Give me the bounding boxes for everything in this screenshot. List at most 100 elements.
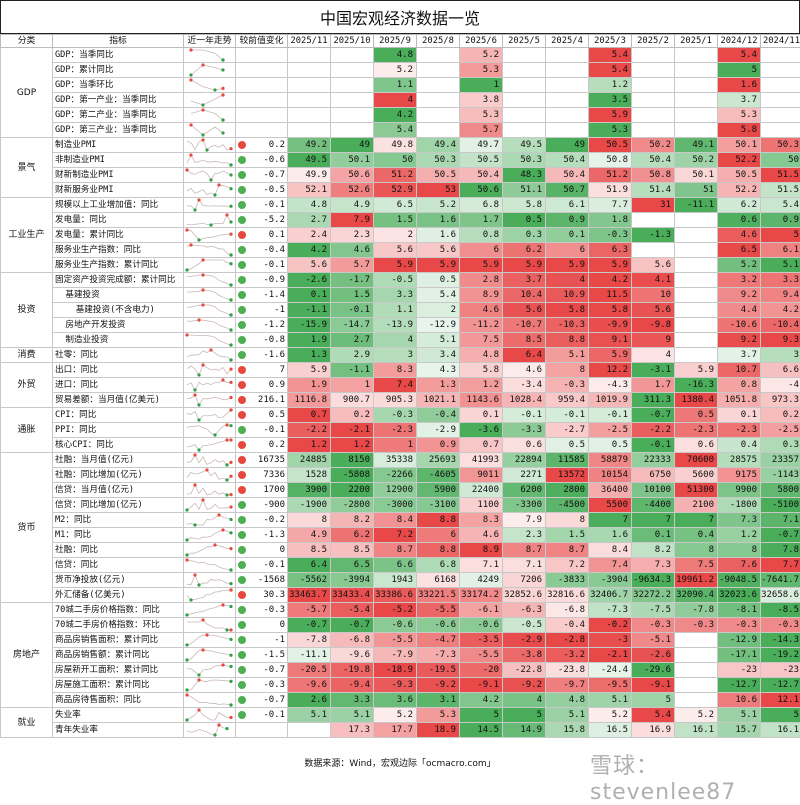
value-cell: 0.8 [460, 228, 503, 243]
value-cell: 5.8 [546, 303, 589, 318]
table-row: 房屋施工面积：累计同比-0.3-9.6-9.4-9.3-9.2-9.1-9.2-… [1, 678, 800, 693]
value-cell: -1900 [288, 498, 331, 513]
value-cell: 5 [761, 228, 800, 243]
value-cell: 5900 [417, 483, 460, 498]
down-dot-icon [238, 156, 246, 164]
value-cell: 311.3 [632, 393, 675, 408]
sparkline-line [187, 575, 231, 585]
value-cell: 5.4 [761, 198, 800, 213]
indicator-label: GDP：第二产业：当季同比 [53, 108, 184, 123]
value-cell: 1.6 [589, 528, 632, 543]
value-cell: 49.5 [288, 153, 331, 168]
value-cell: -16.3 [675, 378, 718, 393]
value-cell: 4.9 [331, 198, 374, 213]
value-cell: 0.6 [503, 438, 546, 453]
value-cell: -19.8 [331, 663, 374, 678]
down-dot-icon [238, 531, 246, 539]
down-dot-icon [238, 336, 246, 344]
indicator-label: GDP：累计同比 [53, 63, 184, 78]
sparkline-point [221, 58, 224, 61]
value-cell: 0.4 [718, 438, 761, 453]
up-dot-icon [238, 231, 246, 239]
down-dot-icon [238, 186, 246, 194]
value-cell [632, 63, 675, 78]
value-cell: 7.1 [503, 558, 546, 573]
indicator-label: 70城二手房价格指数：同比 [53, 603, 184, 618]
value-cell: 50.8 [632, 168, 675, 183]
value-cell: 52.6 [331, 183, 374, 198]
sparkline-point [229, 328, 232, 331]
value-cell: -4500 [546, 498, 589, 513]
value-cell: 18.9 [417, 723, 460, 738]
value-cell: 1.1 [374, 303, 417, 318]
trend-cell [184, 423, 236, 438]
value-cell [417, 123, 460, 138]
sparkline-point [201, 303, 204, 306]
value-cell: 1028.4 [503, 393, 546, 408]
indicator-label: 房屋新开工面积：累计同比 [53, 663, 184, 678]
sparkline-point [193, 573, 196, 576]
down-dot-icon [238, 696, 246, 704]
value-cell: 4.6 [460, 303, 503, 318]
value-cell: 2.6 [288, 693, 331, 708]
value-cell: 4.2 [288, 243, 331, 258]
value-cell: -4.7 [417, 633, 460, 648]
sparkline-point [221, 378, 224, 381]
category-cell: 景气 [1, 138, 53, 198]
sparkline-point [201, 648, 204, 651]
sparkline-line [187, 170, 231, 180]
trend-sparkline [184, 228, 234, 242]
value-cell: 6.1 [761, 243, 800, 258]
value-cell: 50.3 [503, 153, 546, 168]
value-cell: 51300 [675, 483, 718, 498]
sparkline-point [229, 461, 232, 464]
value-cell [675, 258, 718, 273]
value-cell: 4.2 [589, 273, 632, 288]
sparkline-line [187, 350, 231, 360]
trend-cell [184, 318, 236, 333]
sparkline-point [185, 553, 188, 556]
indicator-label: 发电量：同比 [53, 213, 184, 228]
table-row: 商品房销售额：累计同比-1.5-11.1-9.6-7.9-7.3-5.5-3.8… [1, 648, 800, 663]
sparkline-line [187, 245, 231, 255]
value-cell: 50.7 [546, 183, 589, 198]
trend-sparkline [184, 543, 234, 557]
value-cell: 49.7 [460, 138, 503, 153]
value-cell [675, 663, 718, 678]
change-value: -5.2 [263, 213, 285, 227]
value-cell [675, 693, 718, 708]
change-cell: -0.6 [236, 153, 288, 168]
value-cell: 1.8 [589, 213, 632, 228]
value-cell: -2.1 [589, 648, 632, 663]
sparkline-point [221, 663, 224, 666]
column-header: 2025/5 [503, 35, 546, 48]
value-cell: 2.7 [288, 213, 331, 228]
value-cell: 6.5 [374, 198, 417, 213]
value-cell: 7.6 [718, 558, 761, 573]
trend-sparkline [184, 213, 234, 227]
value-cell: -2800 [331, 498, 374, 513]
value-cell: -3.8 [503, 648, 546, 663]
value-cell [331, 93, 374, 108]
value-cell: 51.9 [589, 183, 632, 198]
sparkline-point [225, 213, 228, 216]
up-dot-icon [238, 411, 246, 419]
value-cell [675, 228, 718, 243]
value-cell: 4.9 [288, 528, 331, 543]
trend-sparkline [184, 303, 234, 317]
value-cell: 5.9 [675, 363, 718, 378]
value-cell: 3.7 [718, 93, 761, 108]
value-cell: 1 [460, 78, 503, 93]
value-cell: 14.5 [460, 723, 503, 738]
value-cell: 8.5 [288, 543, 331, 558]
sparkline-point [225, 478, 228, 481]
value-cell: 0.9 [417, 438, 460, 453]
value-cell: 48.3 [503, 168, 546, 183]
change-cell: -900 [236, 498, 288, 513]
value-cell [632, 108, 675, 123]
change-cell: 0 [236, 618, 288, 633]
table-row: 房屋新开工面积：累计同比-0.7-20.5-19.8-18.9-19.5-20-… [1, 663, 800, 678]
